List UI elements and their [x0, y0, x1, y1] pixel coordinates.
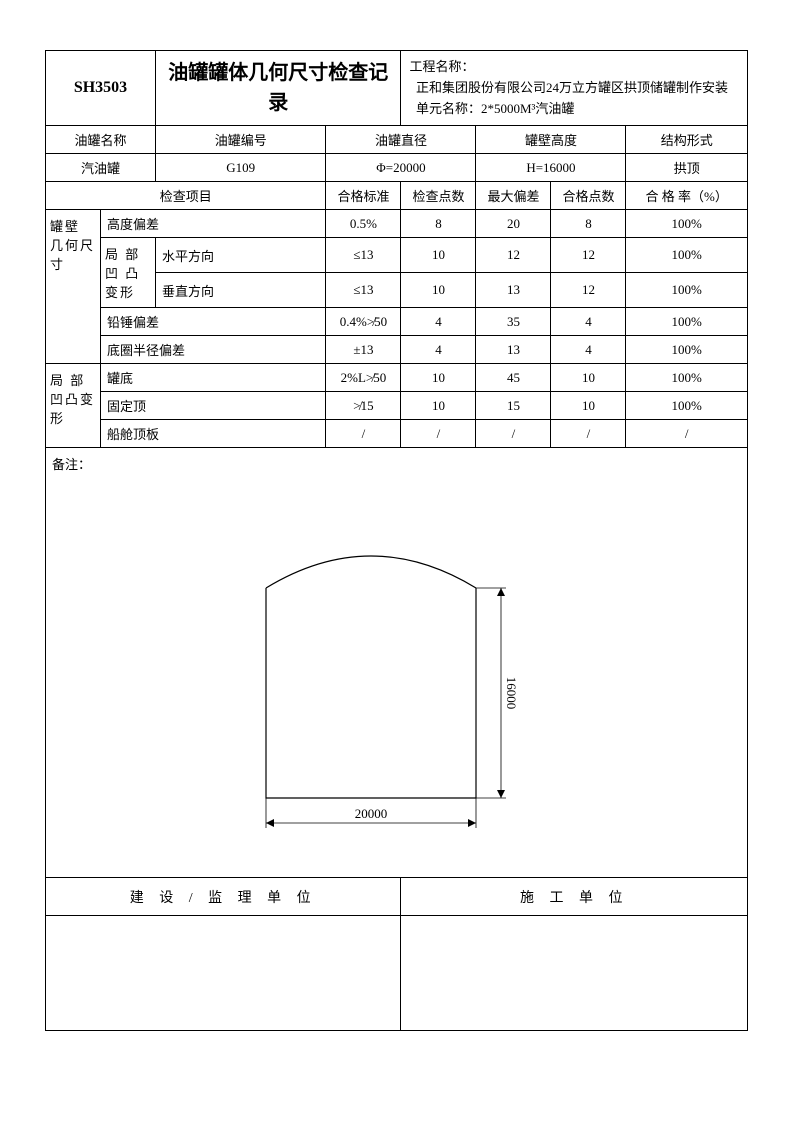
hdr-tank-dia: 油罐直径 — [326, 126, 476, 154]
g1r3-rate: 100% — [626, 273, 748, 308]
g1r2-pass: 12 — [551, 238, 626, 273]
g1r4-std: 0.4%≯50 — [326, 308, 401, 336]
g1r4-rate: 100% — [626, 308, 748, 336]
g1r1-rate: 100% — [626, 210, 748, 238]
sig-right — [401, 916, 748, 1031]
g1r2-max: 12 — [476, 238, 551, 273]
g2r3-pts: / — [401, 420, 476, 448]
project-name: 正和集团股份有限公司24万立方罐区拱顶储罐制作安装 — [416, 80, 728, 95]
col-item: 检查项目 — [46, 182, 326, 210]
g2r3-name: 船舱顶板 — [101, 420, 326, 448]
g2r2-std: ≯15 — [326, 392, 401, 420]
g1r5-pts: 4 — [401, 336, 476, 364]
g1r2-pts: 10 — [401, 238, 476, 273]
g1r5-std: ±13 — [326, 336, 401, 364]
g2r1-pts: 10 — [401, 364, 476, 392]
g1r2-rate: 100% — [626, 238, 748, 273]
project-info: 工程名称： 正和集团股份有限公司24万立方罐区拱顶储罐制作安装 单元名称：2*5… — [401, 51, 748, 126]
main-table: SH3503 油罐罐体几何尺寸检查记录 工程名称： 正和集团股份有限公司24万立… — [45, 50, 748, 1031]
unit-label: 单元名称： — [416, 101, 481, 116]
g2r2-rate: 100% — [626, 392, 748, 420]
project-name-label: 工程名称： — [409, 59, 474, 74]
g2r1-max: 45 — [476, 364, 551, 392]
g1r2-std: ≤13 — [326, 238, 401, 273]
val-tank-name: 汽油罐 — [46, 154, 156, 182]
g1r1-pts: 8 — [401, 210, 476, 238]
col-std: 合格标准 — [326, 182, 401, 210]
g2r3-pass: / — [551, 420, 626, 448]
g1r3-pts: 10 — [401, 273, 476, 308]
g1r4-pass: 4 — [551, 308, 626, 336]
g1r3-pass: 12 — [551, 273, 626, 308]
svg-text:20000: 20000 — [355, 806, 388, 821]
col-rate: 合 格 率（%） — [626, 182, 748, 210]
g2r1-pass: 10 — [551, 364, 626, 392]
g1r1-max: 20 — [476, 210, 551, 238]
g2r3-rate: / — [626, 420, 748, 448]
tank-svg: 20000 16000 — [236, 518, 596, 848]
form-code: SH3503 — [46, 51, 156, 126]
group1-label: 罐壁 几何尺寸 — [46, 210, 101, 364]
footer-right: 施 工 单 位 — [401, 878, 748, 916]
g2r1-std: 2%L≯50 — [326, 364, 401, 392]
g2r2-pts: 10 — [401, 392, 476, 420]
val-wall-height: H=16000 — [476, 154, 626, 182]
remarks-label: 备注： — [52, 457, 91, 472]
g2r3-max: / — [476, 420, 551, 448]
g1r1-name: 高度偏差 — [101, 210, 326, 238]
page: SH3503 油罐罐体几何尺寸检查记录 工程名称： 正和集团股份有限公司24万立… — [0, 0, 793, 1122]
g1r5-pass: 4 — [551, 336, 626, 364]
g1-sub-label: 局 部凹 凸变形 — [101, 238, 156, 308]
g1r4-max: 35 — [476, 308, 551, 336]
g2r1-name: 罐底 — [101, 364, 326, 392]
g2r2-pass: 10 — [551, 392, 626, 420]
g1r4-pts: 4 — [401, 308, 476, 336]
col-maxdev: 最大偏差 — [476, 182, 551, 210]
g2r3-std: / — [326, 420, 401, 448]
hdr-struct-type: 结构形式 — [626, 126, 748, 154]
tank-diagram: 20000 16000 — [236, 518, 596, 848]
g1r5-max: 13 — [476, 336, 551, 364]
g1r1-pass: 8 — [551, 210, 626, 238]
g1r4-name: 铅锤偏差 — [101, 308, 326, 336]
g1r3-max: 13 — [476, 273, 551, 308]
g1r3-name: 垂直方向 — [156, 273, 326, 308]
g2r2-name: 固定顶 — [101, 392, 326, 420]
g1r3-std: ≤13 — [326, 273, 401, 308]
g1r5-name: 底圈半径偏差 — [101, 336, 326, 364]
form-title: 油罐罐体几何尺寸检查记录 — [156, 51, 401, 126]
g1r5-rate: 100% — [626, 336, 748, 364]
hdr-tank-name: 油罐名称 — [46, 126, 156, 154]
g2r2-max: 15 — [476, 392, 551, 420]
hdr-tank-no: 油罐编号 — [156, 126, 326, 154]
g1r1-std: 0.5% — [326, 210, 401, 238]
footer-left: 建 设 / 监 理 单 位 — [46, 878, 401, 916]
g1r2-name: 水平方向 — [156, 238, 326, 273]
val-tank-dia: Φ=20000 — [326, 154, 476, 182]
group2-label: 局 部凹凸变形 — [46, 364, 101, 448]
val-struct-type: 拱顶 — [626, 154, 748, 182]
svg-text:16000: 16000 — [504, 677, 519, 710]
unit-name: 2*5000M³汽油罐 — [481, 101, 574, 116]
sig-left — [46, 916, 401, 1031]
col-passpts: 合格点数 — [551, 182, 626, 210]
hdr-wall-height: 罐壁高度 — [476, 126, 626, 154]
remarks-cell: 备注： 20000 16000 — [46, 448, 748, 878]
val-tank-no: G109 — [156, 154, 326, 182]
g2r1-rate: 100% — [626, 364, 748, 392]
col-points: 检查点数 — [401, 182, 476, 210]
